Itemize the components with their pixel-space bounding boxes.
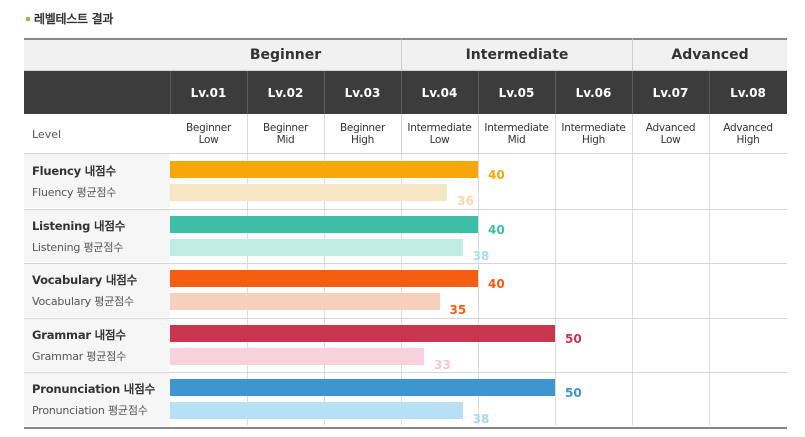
level-name-line: Mid [507, 134, 526, 146]
level-header-divider [170, 71, 171, 114]
table-bottom-border [24, 426, 787, 429]
level-name-2: Beginner Mid [247, 122, 324, 150]
level-header-6: Lv.06 [575, 85, 612, 100]
average-score-bar [170, 293, 440, 310]
my-score-bar [170, 324, 555, 342]
level-header-4: Lv.04 [421, 85, 458, 100]
level-name-line: Low [198, 134, 219, 146]
page-title-text: 레벨테스트 결과 [34, 12, 114, 26]
level-row-label: Level [32, 128, 62, 141]
average-score-value: 35 [449, 303, 467, 317]
level-header-divider [478, 71, 479, 114]
row-divider [24, 317, 787, 319]
level-name-line: Low [429, 134, 450, 146]
level-name-line: Advanced [645, 122, 696, 134]
average-score-label: Fluency 평균점수 [32, 186, 117, 199]
skill-label-cell [24, 208, 170, 262]
level-name-row [24, 114, 787, 154]
average-score-value: 38 [472, 412, 490, 426]
average-score-label: Grammar 평균점수 [32, 349, 127, 363]
column-divider [324, 114, 325, 425]
page-title: 레벨테스트 결과 [26, 10, 113, 27]
level-header-divider [709, 71, 710, 114]
level-name-line: High [582, 134, 605, 146]
skill-label-cell [24, 263, 170, 317]
level-name-line: Beginner [186, 122, 231, 134]
my-score-value: 40 [488, 277, 505, 291]
level-header-8: Lv.08 [730, 85, 766, 100]
column-divider [401, 114, 402, 425]
my-score-bar [170, 270, 478, 287]
column-divider [632, 114, 633, 425]
level-header-divider [247, 71, 248, 114]
group-header-advanced: Advanced [632, 38, 787, 71]
my-score-bar [170, 161, 478, 178]
average-score-value: 33 [434, 357, 451, 372]
level-name-line: Low [660, 134, 681, 146]
average-score-label: Pronunciation 평균점수 [32, 404, 148, 417]
level-name-line: Mid [276, 134, 295, 146]
level-name-6: Intermediate High [555, 122, 632, 150]
level-name-3: Beginner High [324, 122, 401, 150]
skill-label-cell [24, 154, 170, 208]
level-name-4: Intermediate Low [401, 122, 478, 150]
level-header-row [24, 71, 787, 114]
level-name-line: Beginner [263, 122, 308, 134]
row-divider [24, 372, 787, 373]
level-header-divider [324, 71, 325, 114]
average-score-bar [170, 238, 463, 256]
level-header-2: Lv.02 [267, 85, 304, 100]
level-name-8: Advanced High [709, 122, 787, 150]
my-score-value: 40 [488, 222, 505, 237]
average-score-bar [170, 347, 425, 365]
column-divider [709, 114, 710, 425]
average-score-label: Vocabulary 평균점수 [32, 295, 134, 308]
skill-label-cell [24, 317, 170, 371]
header-blank-cell [24, 38, 170, 71]
my-score-label: Grammar 내점수 [32, 327, 126, 342]
group-header-intermediate: Intermediate [401, 38, 632, 71]
my-score-label: Fluency 내점수 [32, 164, 116, 178]
my-score-value: 40 [488, 168, 505, 182]
column-divider [247, 114, 248, 425]
average-score-bar [170, 184, 448, 201]
level-name-line: Beginner [340, 122, 385, 134]
column-divider [478, 114, 479, 425]
level-name-line: Intermediate [407, 122, 472, 134]
my-score-label: Vocabulary 내점수 [32, 273, 137, 287]
my-score-value: 50 [565, 386, 582, 400]
row-divider [24, 263, 787, 264]
level-header-divider [555, 71, 556, 114]
level-header-1: Lv.01 [190, 85, 227, 100]
my-score-bar [170, 379, 555, 396]
level-name-line: Advanced [723, 122, 773, 134]
column-divider [555, 114, 556, 425]
average-score-value: 38 [472, 248, 490, 263]
row-divider [24, 208, 787, 210]
level-header-divider [632, 71, 633, 114]
level-name-line: Intermediate [561, 122, 626, 134]
level-name-5: Intermediate Mid [478, 122, 555, 150]
group-header-beginner: Beginner [170, 38, 401, 71]
level-header-5: Lv.05 [498, 85, 535, 100]
level-name-1: Beginner Low [170, 122, 247, 150]
level-header-divider [401, 71, 402, 114]
level-name-line: Intermediate [484, 122, 549, 134]
average-score-value: 36 [457, 194, 474, 208]
level-name-7: Advanced Low [632, 122, 709, 150]
level-name-line: High [736, 134, 760, 146]
my-score-label: Listening 내점수 [32, 218, 126, 233]
skill-label-cell [24, 372, 170, 426]
average-score-bar [170, 402, 463, 419]
level-header-7: Lv.07 [652, 85, 689, 100]
average-score-label: Listening 평균점수 [32, 240, 124, 254]
level-test-result-table: Beginner Intermediate Advanced Lv.01 Lv.02 Lv… [24, 38, 787, 429]
my-score-bar [170, 215, 478, 233]
level-name-line: High [351, 134, 374, 146]
level-header-3: Lv.03 [344, 85, 381, 100]
my-score-value: 50 [565, 331, 582, 346]
bullet-icon [26, 16, 30, 21]
my-score-label: Pronunciation 내점수 [32, 382, 155, 396]
